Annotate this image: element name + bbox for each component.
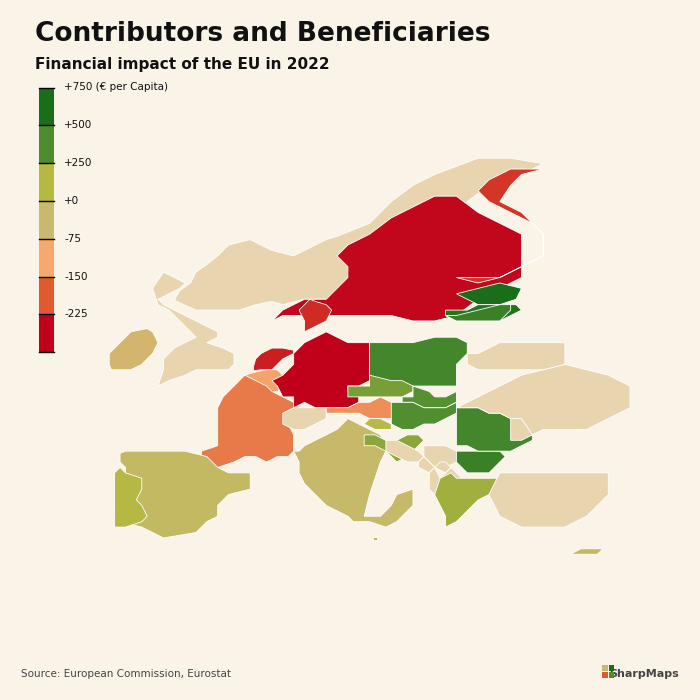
Polygon shape xyxy=(386,440,424,462)
Polygon shape xyxy=(510,419,532,440)
Polygon shape xyxy=(489,473,608,527)
Text: +0: +0 xyxy=(64,196,80,206)
FancyBboxPatch shape xyxy=(38,88,54,125)
Polygon shape xyxy=(440,468,462,489)
Text: -225: -225 xyxy=(64,309,88,319)
Polygon shape xyxy=(445,304,510,321)
Polygon shape xyxy=(456,364,630,435)
Polygon shape xyxy=(202,375,299,468)
FancyBboxPatch shape xyxy=(38,125,54,163)
Polygon shape xyxy=(153,272,234,386)
Text: -150: -150 xyxy=(64,272,88,281)
Polygon shape xyxy=(456,169,543,283)
Polygon shape xyxy=(294,419,413,527)
Polygon shape xyxy=(0,207,77,245)
Polygon shape xyxy=(391,402,456,429)
FancyBboxPatch shape xyxy=(602,672,608,678)
Text: -75: -75 xyxy=(64,234,81,244)
Polygon shape xyxy=(245,370,288,391)
FancyBboxPatch shape xyxy=(602,665,608,671)
FancyBboxPatch shape xyxy=(38,239,54,276)
Polygon shape xyxy=(279,386,288,391)
Polygon shape xyxy=(272,332,370,407)
Polygon shape xyxy=(468,342,565,370)
Text: +500: +500 xyxy=(64,120,92,130)
Polygon shape xyxy=(424,446,462,468)
Polygon shape xyxy=(364,435,424,462)
Text: +250: +250 xyxy=(64,158,93,168)
Polygon shape xyxy=(326,397,402,419)
Polygon shape xyxy=(456,283,522,304)
Polygon shape xyxy=(115,451,251,538)
Polygon shape xyxy=(299,299,332,332)
FancyBboxPatch shape xyxy=(38,314,54,352)
Polygon shape xyxy=(373,537,377,540)
Polygon shape xyxy=(456,451,505,473)
Polygon shape xyxy=(429,468,440,494)
Polygon shape xyxy=(283,407,326,429)
Polygon shape xyxy=(115,468,147,527)
Polygon shape xyxy=(253,348,294,371)
FancyBboxPatch shape xyxy=(38,163,54,201)
Text: Financial impact of the EU in 2022: Financial impact of the EU in 2022 xyxy=(35,57,330,72)
FancyBboxPatch shape xyxy=(609,672,615,678)
FancyBboxPatch shape xyxy=(38,276,54,314)
Text: +750 (€ per Capita): +750 (€ per Capita) xyxy=(64,83,169,92)
Polygon shape xyxy=(570,549,603,554)
Polygon shape xyxy=(272,196,522,321)
Polygon shape xyxy=(348,375,413,397)
Polygon shape xyxy=(445,304,522,321)
Polygon shape xyxy=(364,419,391,429)
Polygon shape xyxy=(109,328,158,370)
Text: Source: European Commission, Eurostat: Source: European Commission, Eurostat xyxy=(21,669,231,679)
Polygon shape xyxy=(402,386,456,407)
Polygon shape xyxy=(174,158,543,310)
Text: Contributors and Beneficiaries: Contributors and Beneficiaries xyxy=(35,21,491,47)
Polygon shape xyxy=(456,407,532,451)
Polygon shape xyxy=(419,456,435,473)
Text: SharpMaps: SharpMaps xyxy=(609,669,679,679)
Polygon shape xyxy=(435,462,451,473)
Polygon shape xyxy=(370,337,468,386)
FancyBboxPatch shape xyxy=(609,665,615,671)
Polygon shape xyxy=(435,473,500,527)
FancyBboxPatch shape xyxy=(38,201,54,239)
